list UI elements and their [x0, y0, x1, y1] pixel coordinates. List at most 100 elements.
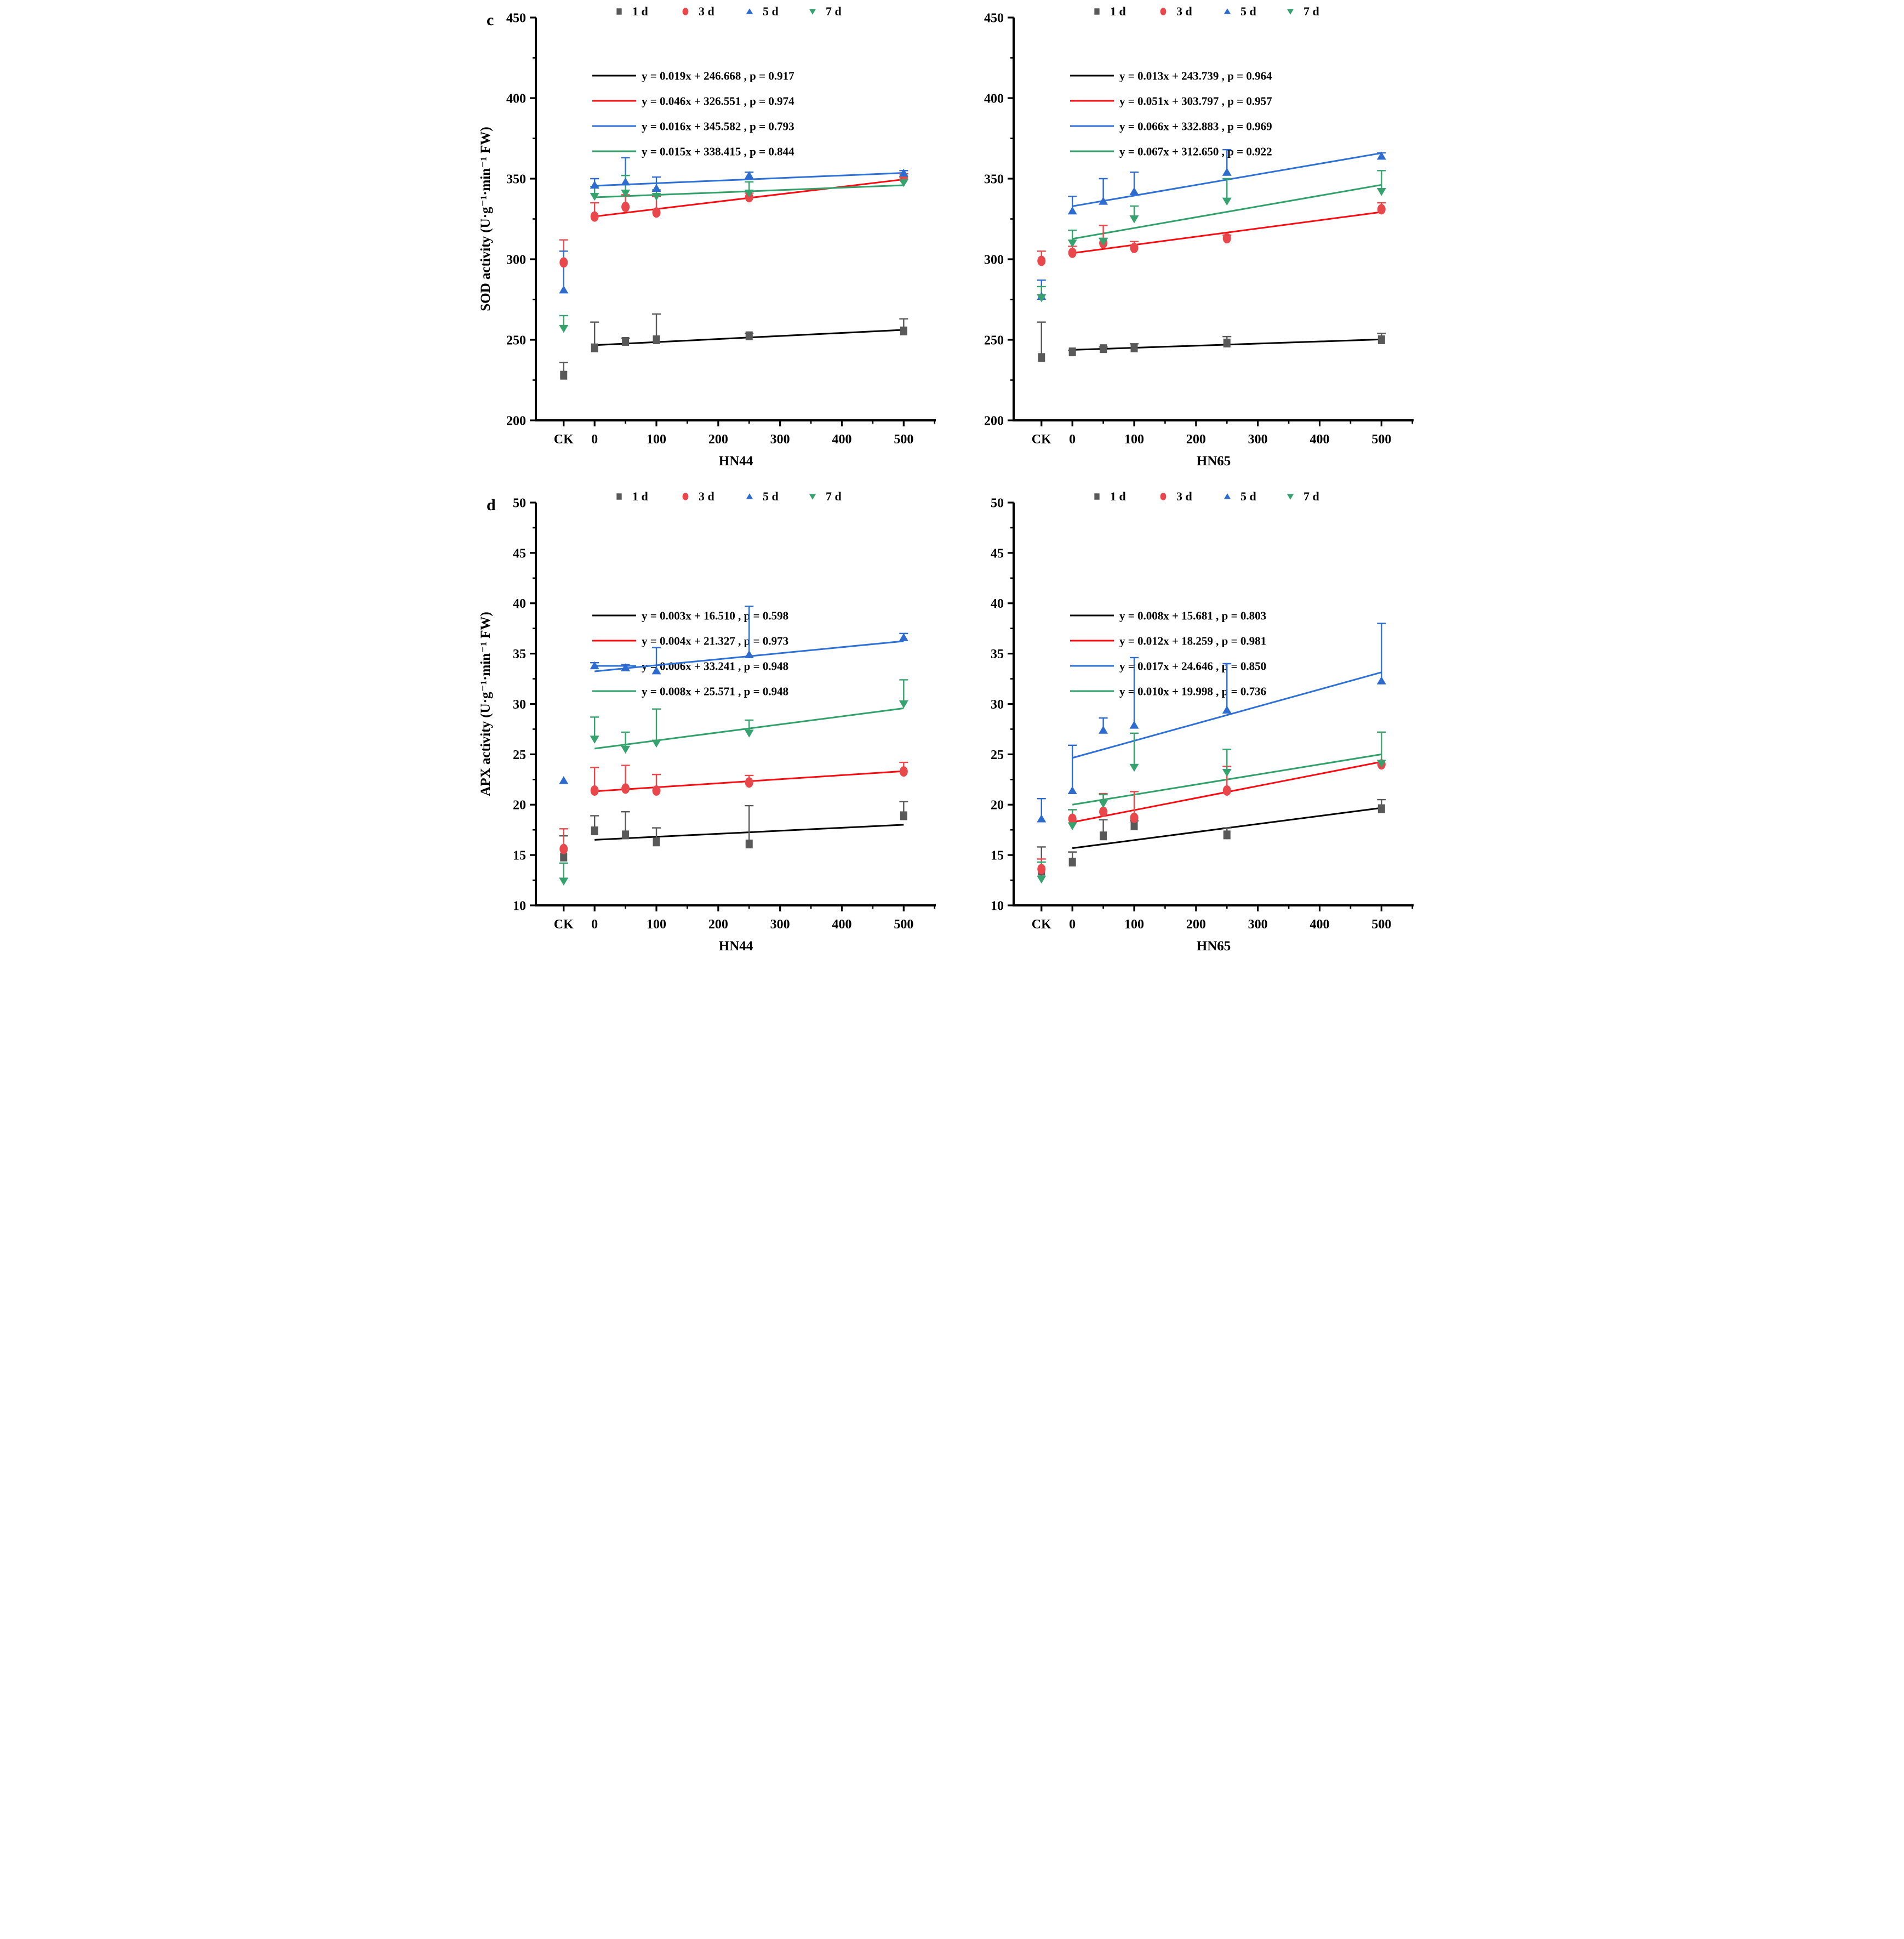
- data-point-3d: [559, 843, 568, 854]
- equation-label: y = 0.051x + 303.797 , p = 0.957: [1119, 94, 1272, 107]
- equation-label: y = 0.010x + 19.998 , p = 0.736: [1119, 685, 1266, 698]
- x-tick-label: 300: [1248, 432, 1267, 447]
- y-tick-label: 350: [984, 172, 1004, 186]
- data-point-5d: [744, 650, 754, 658]
- data-point-1d: [1037, 353, 1045, 362]
- legend-label: 3 d: [1176, 4, 1192, 18]
- data-point-1d: [559, 370, 567, 380]
- equation-label: y = 0.019x + 246.668 , p = 0.917: [642, 69, 794, 82]
- data-point-5d: [558, 285, 568, 294]
- data-point-3d: [559, 257, 568, 268]
- legend-label: 1 d: [632, 489, 648, 503]
- x-tick-label: CK: [1031, 917, 1051, 932]
- data-point-7d: [1129, 763, 1139, 772]
- x-tick-label: 300: [1248, 917, 1267, 932]
- data-point-5d: [651, 184, 661, 192]
- regression-line: [594, 172, 904, 187]
- data-point-1d: [1099, 344, 1107, 353]
- y-tick-label: 400: [984, 92, 1004, 106]
- y-tick-label: 10: [513, 899, 526, 913]
- data-point-7d: [744, 729, 754, 738]
- data-point-5d: [1036, 814, 1046, 823]
- regression-line: [1072, 184, 1382, 240]
- data-point-3d: [1130, 812, 1139, 823]
- chart-sod-hn65: 1 d 3 d 5 d 7 d y = 0.013x + 243.739 , p = 0…: [984, 4, 1414, 469]
- x-tick-label: 100: [1124, 917, 1144, 932]
- data-point-3d: [1037, 255, 1045, 266]
- data-point-5d: [1098, 197, 1108, 205]
- data-point-7d: [1376, 760, 1386, 768]
- data-point-5d: [590, 661, 599, 670]
- legend-label: 5 d: [763, 489, 779, 503]
- legend-marker-circle-icon: [1160, 8, 1166, 15]
- y-tick-label: 300: [506, 253, 526, 267]
- legend-label: 3 d: [1176, 489, 1192, 503]
- y-tick-label: 350: [506, 172, 526, 186]
- data-point-1d: [900, 811, 907, 820]
- legend-label: 5 d: [763, 4, 779, 18]
- data-point-7d: [1222, 768, 1232, 777]
- y-tick-label: 40: [513, 597, 526, 611]
- x-tick-label: 100: [1124, 432, 1144, 447]
- panel-letter: d: [487, 496, 496, 514]
- legend-label: 1 d: [1110, 4, 1126, 18]
- chart-apx-hn65: 1 d 3 d 5 d 7 d y = 0.008x + 15.681 , p = 0.…: [991, 489, 1414, 954]
- data-point-5d: [590, 180, 599, 189]
- data-point-5d: [1222, 168, 1232, 176]
- equation-label: y = 0.003x + 16.510 , p = 0.598: [642, 609, 788, 622]
- legend-marker-triangle-down-icon: [809, 9, 816, 15]
- panel-c-left: c 1 d 3 d 5 d 7 d y = 0.019x + 246.668 , p = …: [474, 0, 952, 485]
- legend-label: 5 d: [1240, 4, 1256, 18]
- legend-marker-triangle-up-icon: [1223, 8, 1231, 14]
- data-point-7d: [558, 324, 568, 333]
- y-tick-label: 250: [984, 333, 1004, 347]
- data-point-1d: [1130, 821, 1138, 830]
- equation-label: y = 0.066x + 332.883 , p = 0.969: [1119, 119, 1272, 133]
- chart-apx-hn44: d 1 d 3 d 5 d 7 d y = 0.003x + 16.510 , p = 0…: [478, 489, 936, 954]
- x-axis-title: HN44: [718, 454, 753, 469]
- data-point-5d: [651, 666, 661, 675]
- data-point-5d: [1376, 676, 1386, 685]
- data-point-7d: [1222, 197, 1232, 206]
- x-tick-label: 400: [1310, 917, 1329, 932]
- legend-label: 1 d: [1110, 489, 1126, 503]
- data-point-7d: [744, 189, 754, 198]
- data-point-7d: [1376, 188, 1386, 196]
- data-point-5d: [1067, 206, 1077, 215]
- data-point-1d: [1377, 335, 1385, 344]
- data-point-7d: [899, 179, 908, 187]
- x-tick-label: 200: [708, 432, 728, 447]
- y-tick-label: 25: [513, 748, 526, 762]
- data-point-5d: [899, 168, 908, 177]
- legend-label: 7 d: [826, 4, 842, 18]
- x-tick-label: 0: [1069, 917, 1076, 932]
- data-point-7d: [590, 735, 599, 744]
- x-tick-label: 200: [1186, 917, 1205, 932]
- data-point-1d: [1130, 343, 1138, 352]
- data-point-5d: [1067, 786, 1077, 795]
- data-point-1d: [1223, 830, 1231, 840]
- legend-marker-triangle-up-icon: [746, 493, 753, 499]
- data-point-3d: [590, 211, 599, 222]
- data-point-1d: [1068, 857, 1076, 866]
- legend-label: 3 d: [699, 4, 714, 18]
- data-point-3d: [621, 201, 630, 212]
- legend-marker-square-icon: [616, 8, 622, 15]
- y-tick-label: 20: [991, 799, 1004, 813]
- x-axis-title: HN65: [1196, 939, 1231, 954]
- x-tick-label: 100: [647, 917, 666, 932]
- x-tick-label: 400: [832, 917, 851, 932]
- data-point-7d: [558, 877, 568, 886]
- data-point-3d: [1377, 204, 1386, 215]
- x-tick-label: 400: [832, 432, 851, 447]
- y-tick-label: 450: [984, 11, 1004, 25]
- equation-label: y = 0.015x + 338.415 , p = 0.844: [642, 145, 794, 158]
- data-point-5d: [1098, 726, 1108, 734]
- y-tick-label: 45: [513, 546, 526, 561]
- legend-label: 7 d: [1303, 4, 1319, 18]
- y-tick-label: 200: [984, 414, 1004, 428]
- data-point-7d: [1067, 239, 1077, 248]
- data-point-7d: [1036, 294, 1046, 303]
- legend-label: 7 d: [826, 489, 842, 503]
- x-tick-label: 500: [894, 917, 913, 932]
